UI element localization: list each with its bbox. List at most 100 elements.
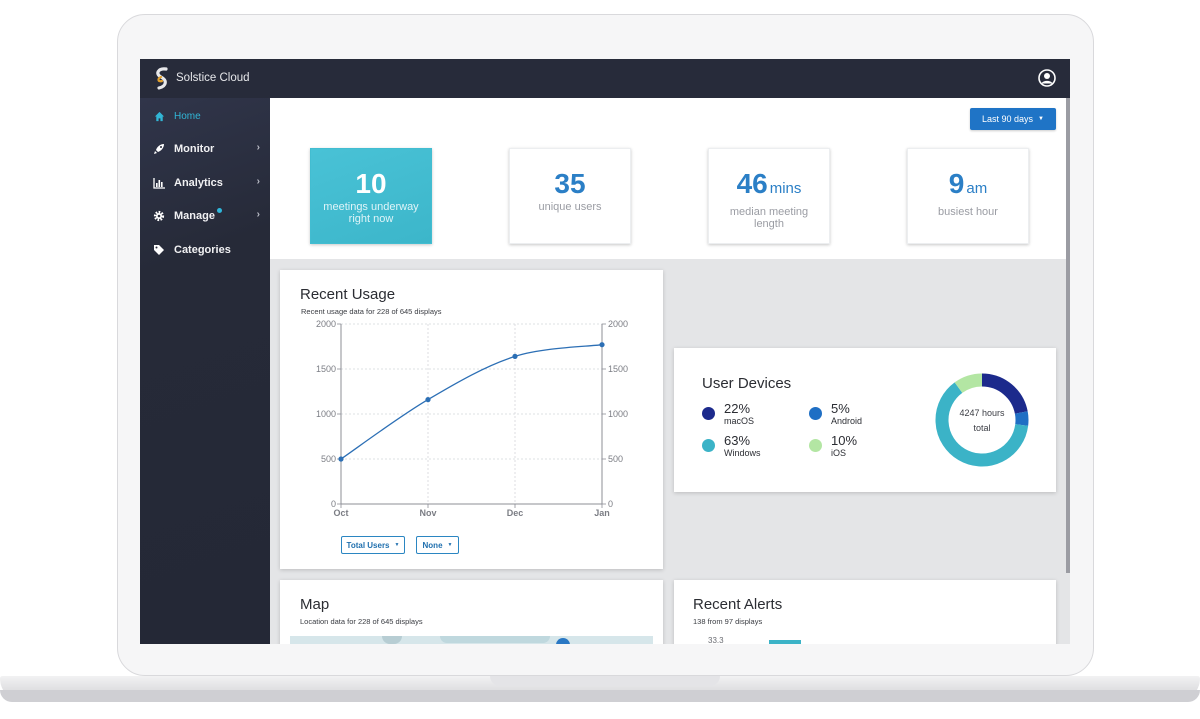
caret-down-icon: ▼ xyxy=(394,542,400,548)
legend-swatch xyxy=(702,439,715,452)
recent-usage-chart: 0 0 500 500 1000 1000 1500 1500 2000 2000 Oct Nov De… xyxy=(316,319,628,518)
sidebar-item-monitor[interactable]: Monitor › xyxy=(140,137,270,161)
card-subtitle: Location data for 228 of 645 displays xyxy=(300,617,423,626)
data-point xyxy=(425,397,431,403)
legend-swatch xyxy=(809,439,822,452)
recent-usage-card: Recent Usage Recent usage data for 228 o… xyxy=(280,270,663,569)
stat-value: 35 xyxy=(554,168,586,199)
y-tick-label: 0 xyxy=(331,499,336,509)
stat-value: 9 am xyxy=(948,168,988,199)
legend-percent: 22% xyxy=(724,401,751,416)
date-range-dropdown[interactable]: Last 90 days ▼ xyxy=(970,108,1056,130)
laptop-shadow xyxy=(0,690,1200,702)
legend-item-android: 5% Android xyxy=(809,402,862,427)
legend-label: macOS xyxy=(724,416,755,426)
donut-slice-android[interactable] xyxy=(1014,411,1029,426)
y-tick-label: 1500 xyxy=(316,364,336,374)
recent-alerts-card: Recent Alerts 138 from 97 displays 33.3 xyxy=(674,580,1056,644)
stats-panel: Last 90 days ▼ 10 meetings underway righ… xyxy=(270,98,1066,259)
card-subtitle: Recent usage data for 228 of 645 display… xyxy=(301,307,442,316)
stat-label: busiest hour xyxy=(938,206,998,218)
card-subtitle: 138 from 97 displays xyxy=(693,617,763,626)
donut-slice-windows[interactable] xyxy=(935,382,1029,467)
map-view[interactable] xyxy=(290,636,653,644)
legend-label: Windows xyxy=(724,448,761,458)
map-marker[interactable] xyxy=(556,638,570,644)
donut-total: 4247 hours xyxy=(959,408,1005,418)
stat-card-meetings[interactable]: 10 meetings underway right now xyxy=(310,148,432,244)
scrollbar[interactable] xyxy=(1066,98,1070,573)
sidebar-item-manage[interactable]: Manage › xyxy=(140,204,270,228)
x-tick-label: Nov xyxy=(419,508,436,518)
x-tick-label: Oct xyxy=(333,508,348,518)
legend-swatch xyxy=(809,407,822,420)
sidebar-item-label: Manage xyxy=(174,210,215,222)
donut-total-label: total xyxy=(973,423,991,433)
solstice-logo-icon[interactable] xyxy=(152,66,172,92)
legend-percent: 63% xyxy=(724,433,751,448)
tag-icon xyxy=(152,243,166,257)
donut-center-label: 4247 hours total xyxy=(947,406,1017,436)
data-point xyxy=(338,456,344,462)
series-line xyxy=(340,344,603,460)
legend-percent: 10% xyxy=(831,433,858,448)
top-bar: Solstice Cloud xyxy=(140,59,1070,98)
stat-unit: am xyxy=(966,180,988,197)
alerts-bar xyxy=(769,640,801,644)
y-tick-label-right: 1500 xyxy=(608,364,628,374)
stat-card-busiest-hour[interactable]: 9 am busiest hour xyxy=(907,148,1029,244)
home-icon xyxy=(152,109,166,123)
sidebar-item-categories[interactable]: Categories xyxy=(140,238,270,262)
app-title: Solstice Cloud xyxy=(176,72,250,84)
stat-card-users[interactable]: 35 unique users xyxy=(509,148,631,244)
stat-label: unique users xyxy=(538,201,602,213)
legend-swatch xyxy=(702,407,715,420)
stat-label: meetings underway right now xyxy=(323,201,419,225)
sidebar-item-home[interactable]: Home xyxy=(140,104,270,128)
sidebar-item-label: Home xyxy=(174,110,201,122)
legend-label: Android xyxy=(831,416,863,426)
gear-icon xyxy=(152,209,166,223)
data-point xyxy=(599,342,605,348)
laptop-notch xyxy=(490,676,720,686)
card-title: Map xyxy=(300,596,330,613)
donut-slice-ios[interactable] xyxy=(954,373,983,394)
y-tick-label: 1000 xyxy=(316,409,336,419)
chevron-right-icon: › xyxy=(256,209,260,220)
y-tick-label-right: 1000 xyxy=(608,409,628,419)
date-range-label: Last 90 days xyxy=(982,114,1034,124)
sidebar-item-label: Monitor xyxy=(174,143,215,155)
stat-label: median meeting length xyxy=(729,206,809,230)
compare-select-label: None xyxy=(422,540,443,550)
sidebar-item-analytics[interactable]: Analytics › xyxy=(140,171,270,195)
user-account-icon[interactable] xyxy=(1038,69,1056,87)
chevron-right-icon: › xyxy=(256,142,260,153)
y-tick-label-right: 500 xyxy=(608,454,623,464)
x-tick-label: Dec xyxy=(507,508,524,518)
caret-down-icon: ▼ xyxy=(1038,116,1044,122)
compare-select[interactable]: None ▼ xyxy=(416,536,459,554)
caret-down-icon: ▼ xyxy=(447,542,453,548)
card-title: Recent Alerts xyxy=(693,596,783,613)
alerts-axis-label: 33.3 xyxy=(708,636,724,644)
sidebar-item-label: Categories xyxy=(174,244,231,256)
legend-item-ios: 10% iOS xyxy=(809,434,857,459)
map-card: Map Location data for 228 of 645 display… xyxy=(280,580,663,644)
chevron-right-icon: › xyxy=(256,176,260,187)
rocket-icon xyxy=(152,142,166,156)
devices-donut-chart xyxy=(935,373,1029,467)
stat-value: 46 mins xyxy=(736,168,802,199)
stat-card-meeting-length[interactable]: 46 mins median meeting length xyxy=(708,148,830,244)
notification-dot xyxy=(216,207,222,213)
legend-label: iOS xyxy=(831,448,847,458)
legend-item-macos: 22% macOS xyxy=(702,402,754,427)
legend-percent: 5% xyxy=(831,401,850,416)
stat-unit: mins xyxy=(769,180,802,197)
card-title: User Devices xyxy=(702,375,792,392)
metric-select[interactable]: Total Users ▼ xyxy=(341,536,405,554)
map-landmass xyxy=(440,636,550,643)
data-point xyxy=(512,353,518,359)
donut-slice-macos[interactable] xyxy=(981,373,1028,415)
user-devices-card: User Devices 22% macOS 5% Android 63% Wi… xyxy=(674,348,1056,492)
legend-item-windows: 63% Windows xyxy=(702,434,761,459)
